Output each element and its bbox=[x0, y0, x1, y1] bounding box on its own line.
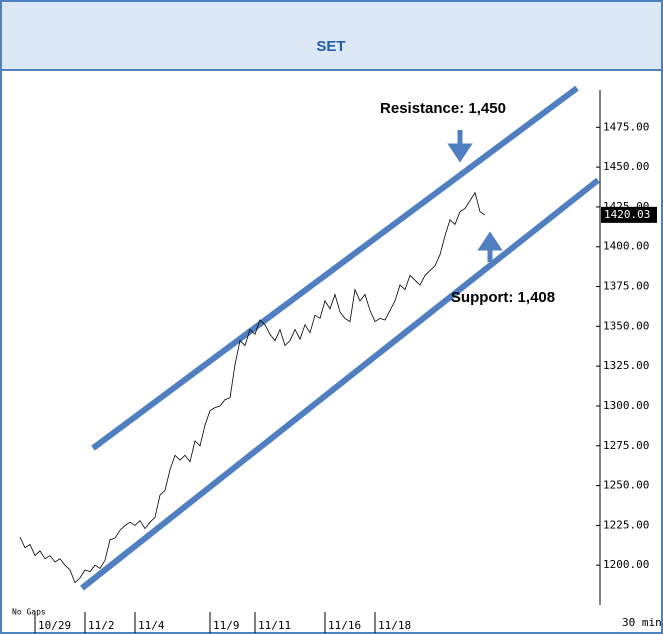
y-tick-label: 1300.00 bbox=[603, 399, 649, 412]
support-label: Support: 1,408 bbox=[451, 289, 555, 306]
y-tick-label: 1200.00 bbox=[603, 558, 649, 571]
x-tick-label: 10/29 bbox=[38, 619, 71, 632]
y-tick-label: 1250.00 bbox=[603, 479, 649, 492]
y-tick-label: 1225.00 bbox=[603, 518, 649, 531]
y-tick-label: 1475.00 bbox=[603, 120, 649, 133]
x-tick-label: 11/9 bbox=[213, 619, 240, 632]
x-tick-label: 11/4 bbox=[138, 619, 165, 632]
price-line bbox=[19, 191, 486, 584]
chart-title: SET bbox=[316, 38, 345, 55]
y-tick-label: 1375.00 bbox=[603, 280, 649, 293]
y-tick-label: 1450.00 bbox=[603, 160, 649, 173]
y-tick-label: 1350.00 bbox=[603, 319, 649, 332]
interval-label: 30 min bbox=[622, 616, 662, 629]
header bbox=[0, 0, 663, 71]
x-tick-label: 11/2 bbox=[88, 619, 115, 632]
x-tick-label: 11/16 bbox=[328, 619, 361, 632]
gap-note: No Gaps bbox=[12, 608, 46, 617]
resistance-label: Resistance: 1,450 bbox=[380, 100, 506, 117]
x-tick-label: 11/11 bbox=[258, 619, 291, 632]
resistance-arrow bbox=[447, 130, 473, 163]
y-tick-label: 1275.00 bbox=[603, 439, 649, 452]
y-tick-label: 1400.00 bbox=[603, 240, 649, 253]
y-tick-label: 1325.00 bbox=[603, 359, 649, 372]
last-price-box bbox=[601, 206, 657, 223]
last-price-label: 1420.03 bbox=[604, 208, 650, 221]
trend-line bbox=[80, 177, 600, 591]
support-arrow bbox=[477, 231, 503, 262]
trend-line bbox=[91, 85, 579, 451]
x-tick-label: 11/18 bbox=[378, 619, 411, 632]
